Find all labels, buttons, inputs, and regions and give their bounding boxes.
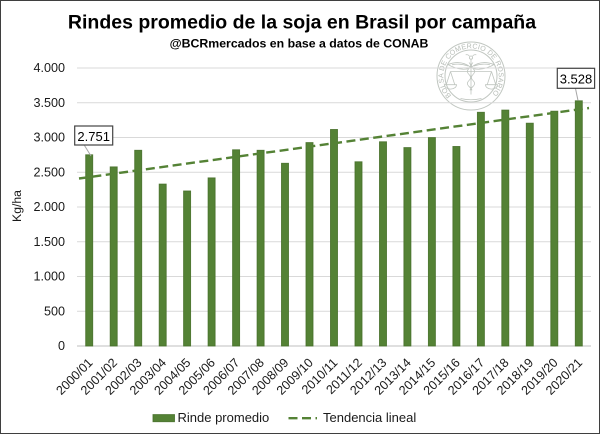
svg-text:500: 500: [44, 304, 65, 318]
svg-text:Rinde promedio: Rinde promedio: [178, 410, 270, 425]
svg-text:3.528: 3.528: [560, 72, 593, 87]
svg-text:3.500: 3.500: [33, 96, 65, 110]
svg-text:3.000: 3.000: [33, 131, 65, 145]
svg-text:1.000: 1.000: [33, 270, 65, 284]
svg-text:Tendencia lineal: Tendencia lineal: [323, 410, 416, 425]
svg-text:2.000: 2.000: [33, 200, 65, 214]
svg-text:2.751: 2.751: [77, 129, 110, 144]
svg-text:0: 0: [58, 339, 65, 353]
svg-text:1.500: 1.500: [33, 235, 65, 249]
svg-text:Rindes promedio de la soja en: Rindes promedio de la soja en Brasil por…: [68, 12, 536, 34]
svg-text:2.500: 2.500: [33, 165, 65, 179]
svg-text:@BCRmercados en base a datos d: @BCRmercados en base a datos de CONAB: [170, 37, 429, 51]
svg-text:Kg/ha: Kg/ha: [10, 190, 24, 222]
svg-text:4.000: 4.000: [33, 61, 65, 75]
